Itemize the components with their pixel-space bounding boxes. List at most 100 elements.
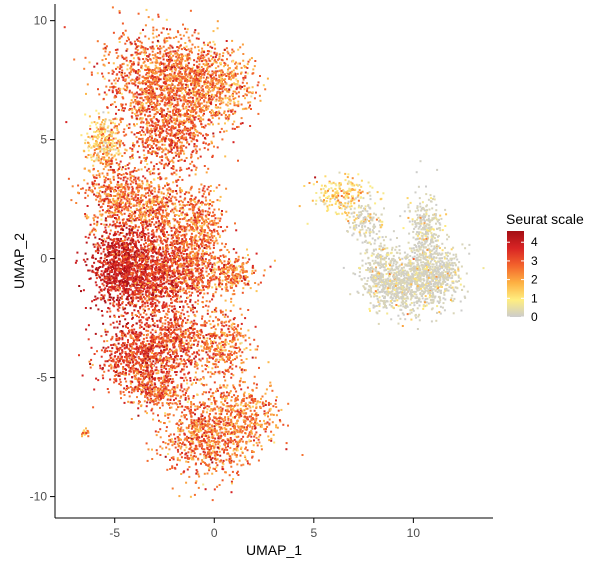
data-point — [216, 87, 219, 90]
data-point — [114, 94, 117, 97]
data-point — [176, 119, 179, 122]
data-point — [122, 193, 125, 196]
data-point — [156, 226, 159, 229]
data-point — [190, 114, 193, 117]
data-point — [116, 214, 119, 217]
data-point — [198, 148, 201, 151]
data-point — [118, 41, 121, 43]
data-point — [116, 274, 119, 277]
data-point — [131, 262, 134, 265]
data-point — [137, 177, 140, 180]
data-point — [200, 70, 203, 73]
data-point — [115, 152, 118, 155]
data-point — [118, 193, 121, 196]
data-point — [103, 192, 106, 195]
data-point — [194, 168, 197, 171]
data-point — [146, 89, 149, 92]
data-point — [116, 174, 119, 177]
data-point — [186, 111, 188, 114]
data-point — [149, 225, 152, 227]
data-point — [157, 79, 160, 82]
data-point — [175, 76, 178, 79]
data-point — [210, 77, 213, 80]
data-point — [153, 165, 156, 168]
data-point — [114, 271, 117, 274]
data-point — [118, 89, 121, 92]
data-point — [93, 65, 96, 68]
data-point — [113, 261, 116, 263]
data-point — [162, 192, 165, 195]
data-point — [83, 150, 86, 153]
data-point — [130, 180, 133, 183]
data-point — [130, 42, 133, 45]
data-point — [106, 130, 109, 133]
data-point — [246, 90, 249, 93]
data-point — [224, 243, 227, 246]
data-point — [141, 204, 144, 207]
data-point — [213, 86, 216, 89]
data-point — [140, 200, 142, 203]
data-point — [127, 278, 130, 281]
data-point — [183, 75, 186, 78]
data-point — [221, 78, 224, 81]
data-point — [210, 95, 213, 98]
data-point — [124, 307, 127, 310]
data-point — [145, 183, 148, 186]
data-point — [84, 56, 87, 59]
data-point — [147, 115, 150, 118]
data-point — [190, 104, 193, 107]
data-point — [110, 289, 113, 292]
data-point — [190, 90, 193, 93]
data-point — [140, 253, 143, 256]
data-point — [150, 98, 153, 101]
data-point — [152, 70, 154, 73]
data-point — [213, 208, 216, 211]
data-point — [148, 75, 151, 78]
data-point — [107, 212, 110, 215]
data-point — [133, 191, 136, 194]
data-point — [160, 47, 163, 50]
data-point — [217, 86, 220, 89]
data-point — [142, 61, 145, 64]
data-point — [213, 230, 216, 233]
data-point — [144, 216, 147, 219]
data-point — [125, 85, 128, 88]
data-point — [122, 191, 125, 194]
data-point — [148, 189, 151, 192]
data-point — [114, 188, 117, 191]
data-point — [96, 136, 99, 139]
data-point — [107, 178, 110, 181]
data-point — [148, 124, 151, 127]
data-point — [124, 168, 127, 171]
data-point — [106, 273, 109, 276]
data-point — [152, 240, 155, 243]
data-point — [193, 31, 196, 34]
data-point — [154, 209, 157, 212]
data-point — [191, 43, 194, 46]
data-point — [178, 122, 181, 125]
data-point — [155, 107, 158, 110]
data-point — [83, 67, 86, 70]
data-point — [223, 79, 225, 81]
data-point — [122, 176, 125, 179]
data-point — [197, 207, 200, 210]
data-point — [96, 247, 99, 250]
data-point — [202, 72, 205, 75]
data-point — [147, 167, 150, 170]
data-point — [107, 150, 110, 153]
data-point — [88, 61, 91, 64]
data-point — [153, 109, 156, 112]
data-point — [106, 197, 109, 200]
data-point — [130, 65, 133, 68]
data-point — [227, 117, 230, 120]
data-point — [92, 174, 95, 177]
data-point — [162, 120, 164, 123]
data-point — [118, 211, 121, 214]
data-point — [155, 80, 158, 83]
data-point — [250, 95, 253, 98]
data-point — [144, 146, 147, 149]
data-point — [138, 74, 141, 77]
data-point — [136, 38, 139, 41]
data-point — [234, 90, 237, 93]
data-point — [101, 209, 104, 212]
